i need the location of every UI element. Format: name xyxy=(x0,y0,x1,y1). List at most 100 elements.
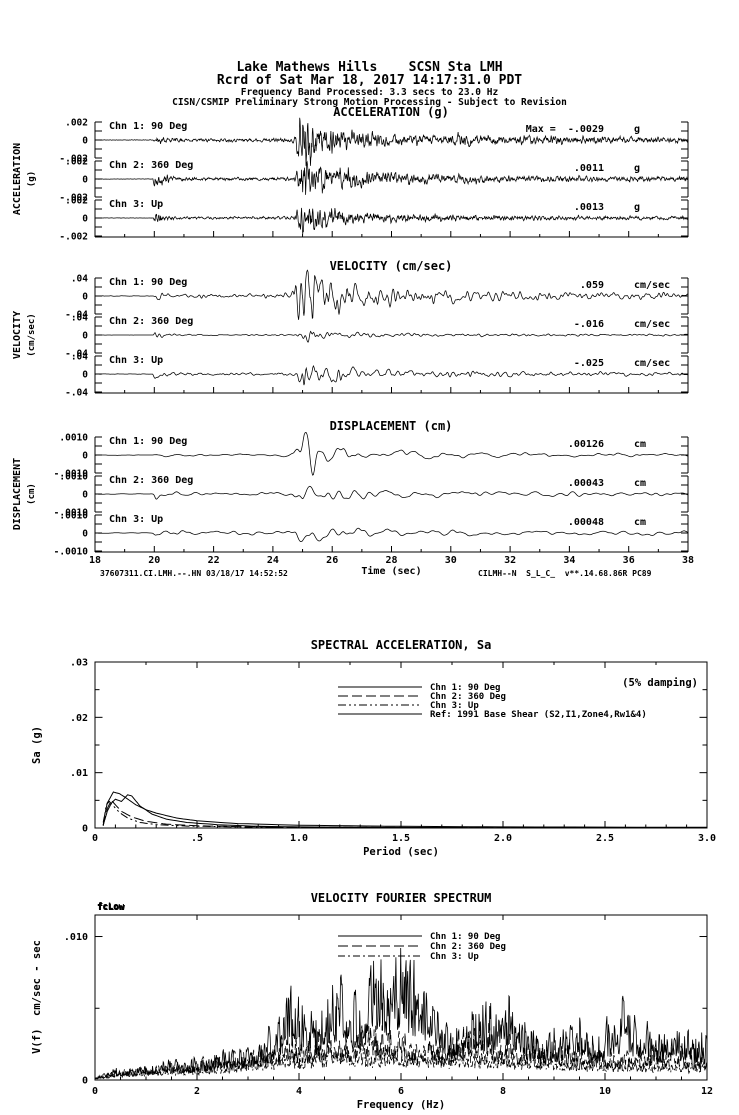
record-id-footer: 37607311.CI.LMH.--.HN 03/18/17 14:52:52 xyxy=(100,569,288,578)
channel-peak-value: .0013 xyxy=(574,202,604,213)
sa-y-axis-label: Sa (g) xyxy=(31,726,43,764)
channel-label: Chn 3: Up xyxy=(109,199,163,210)
record-datetime: Rcrd of Sat Mar 18, 2017 14:17:31.0 PDT xyxy=(216,73,523,88)
y-tick-label-zero: 0 xyxy=(82,490,88,501)
sa-y-tick-label: .02 xyxy=(70,713,88,724)
y-tick-label-max: .04 xyxy=(71,274,88,285)
sa-x-tick-label: 2.0 xyxy=(494,833,512,844)
sa-x-tick-label: 0 xyxy=(92,833,98,844)
y-tick-label-min: -.0010 xyxy=(54,508,89,519)
fourier-x-tick-label: 6 xyxy=(398,1086,404,1097)
velocity-side-label: VELOCITY xyxy=(12,311,23,359)
waveform-trace xyxy=(95,269,689,320)
sa-damping-annotation: (5% damping) xyxy=(622,677,698,689)
channel-peak-value: .0011 xyxy=(574,163,604,174)
acceleration-channel-1: .002 0 -.002 Chn 1: 90 Deg Max = -.0029 g xyxy=(59,118,689,166)
channel-peak-unit: g xyxy=(634,163,640,174)
sa-x-tick-label: .5 xyxy=(191,833,203,844)
y-tick-label-zero: 0 xyxy=(82,136,88,147)
y-tick-label-zero: 0 xyxy=(82,175,88,186)
waveform-trace xyxy=(95,330,689,343)
channel-peak-unit: cm xyxy=(634,517,646,528)
channel-peak-value: .00048 xyxy=(568,517,604,528)
sa-curve-2 xyxy=(102,799,707,829)
sa-legend-label: Chn 3: Up xyxy=(430,701,479,711)
channel-peak-value: .00043 xyxy=(568,478,604,489)
sa-curve-1 xyxy=(102,794,707,829)
fourier-x-tick-label: 8 xyxy=(500,1086,506,1097)
channel-peak-unit: cm xyxy=(634,478,646,489)
fourier-legend-label: Chn 2: 360 Deg xyxy=(430,942,506,952)
sa-legend-label: Chn 2: 360 Deg xyxy=(430,692,506,702)
velocity-channel-3: .04 0 -.04 Chn 3: Up -.025 cm/sec xyxy=(65,352,689,399)
time-tick-label: 26 xyxy=(326,555,338,566)
y-tick-label-min: -.0010 xyxy=(54,469,89,480)
processing-version-footer: CILMH--N S_L_C_ v**.14.68.86R PC89 xyxy=(478,569,652,578)
spectral-acceleration-canvas: SPECTRAL ACCELERATION, Sa 0 .5 1.0 1.5 2.0 2.5… xyxy=(31,638,716,858)
time-tick-label: 28 xyxy=(385,555,397,566)
sa-curve-3 xyxy=(102,800,707,829)
y-tick-label-zero: 0 xyxy=(82,529,88,540)
fourier-trace-1 xyxy=(94,947,708,1080)
y-tick-label-zero: 0 xyxy=(82,331,88,342)
y-tick-label-min: -.04 xyxy=(65,388,88,399)
fourier-x-tick-label: 4 xyxy=(296,1086,302,1097)
fourier-y-tick-label: .010 xyxy=(64,932,88,943)
channel-peak-value: Max = -.0029 xyxy=(526,124,604,135)
y-tick-label-min: -.0010 xyxy=(54,547,89,558)
y-tick-label-max: .002 xyxy=(65,157,88,168)
fourier-trace-3 xyxy=(94,1038,708,1080)
fourier-spectrum-canvas: VELOCITY FOURIER SPECTRUM 0 2 4 6 8 10 12 0 .010 F… xyxy=(31,891,713,1111)
channel-peak-unit: cm/sec xyxy=(634,280,670,291)
sa-y-tick-label: 0 xyxy=(82,824,88,835)
y-tick-label-max: .002 xyxy=(65,118,88,129)
fc-low-annotation: fcLow xyxy=(97,903,125,913)
y-tick-label-min: -.04 xyxy=(65,349,88,360)
sa-x-tick-label: 1.5 xyxy=(392,833,410,844)
y-tick-label-max: .0010 xyxy=(59,433,88,444)
sa-y-tick-label: .01 xyxy=(70,768,88,779)
time-axis-label: Time (sec) xyxy=(361,566,422,577)
time-tick-label: 32 xyxy=(504,555,516,566)
acceleration-channel-2: .002 0 -.002 Chn 2: 360 Deg .0011 g xyxy=(59,157,689,204)
sa-legend-label: Ref: 1991 Base Shear (S2,I1,Zone4,Rw1&4) xyxy=(430,710,647,720)
sa-y-tick-label: .03 xyxy=(70,658,88,669)
channel-label: Chn 1: 90 Deg xyxy=(109,277,187,288)
fourier-x-tick-label: 10 xyxy=(599,1086,611,1097)
sa-x-tick-label: 2.5 xyxy=(596,833,614,844)
station-title: Lake Mathews Hills SCSN Sta LMH xyxy=(236,60,503,75)
sa-x-tick-label: 3.0 xyxy=(698,833,716,844)
waveform-trace xyxy=(95,527,689,542)
time-tick-label: 36 xyxy=(623,555,635,566)
fourier-x-tick-label: 2 xyxy=(194,1086,200,1097)
y-tick-label-min: -.002 xyxy=(59,154,88,165)
velocity-side-unit: (cm/sec) xyxy=(27,313,37,356)
displacement-channel-2: .0010 0 -.0010 Chn 2: 360 Deg .00043 cm xyxy=(54,472,689,519)
velocity-channel-2: .04 0 -.04 Chn 2: 360 Deg -.016 cm/sec xyxy=(65,313,689,360)
velocity-channel-1: .04 0 -.04 Chn 1: 90 Deg .059 cm/sec xyxy=(65,269,689,321)
fourier-plot-frame xyxy=(94,914,708,1081)
waveform-trace xyxy=(94,207,689,235)
channel-label: Chn 2: 360 Deg xyxy=(109,475,193,486)
y-tick-label-max: .04 xyxy=(71,313,88,324)
fourier-x-axis-label: Frequency (Hz) xyxy=(357,1099,446,1111)
time-tick-label: 22 xyxy=(208,555,220,566)
y-tick-label-zero: 0 xyxy=(82,292,88,303)
y-tick-label-zero: 0 xyxy=(82,214,88,225)
channel-label: Chn 1: 90 Deg xyxy=(109,121,187,132)
sa-legend-label: Chn 1: 90 Deg xyxy=(430,683,500,693)
channel-label: Chn 2: 360 Deg xyxy=(109,160,193,171)
channel-peak-value: .059 xyxy=(580,280,604,291)
y-tick-label-min: -.002 xyxy=(59,193,88,204)
channel-peak-value: .00126 xyxy=(568,439,604,450)
time-tick-label: 24 xyxy=(267,555,279,566)
y-tick-label-max: .04 xyxy=(71,352,88,363)
waveform-trace xyxy=(94,160,689,195)
sa-curve-4 xyxy=(102,791,707,828)
fourier-title: VELOCITY FOURIER SPECTRUM xyxy=(311,891,492,905)
fourier-x-tick-label: 0 xyxy=(92,1086,98,1097)
y-tick-label-max: .0010 xyxy=(59,511,88,522)
channel-label: Chn 1: 90 Deg xyxy=(109,436,187,447)
time-tick-label: 18 xyxy=(89,555,101,566)
sa-x-tick-label: 1.0 xyxy=(290,833,308,844)
